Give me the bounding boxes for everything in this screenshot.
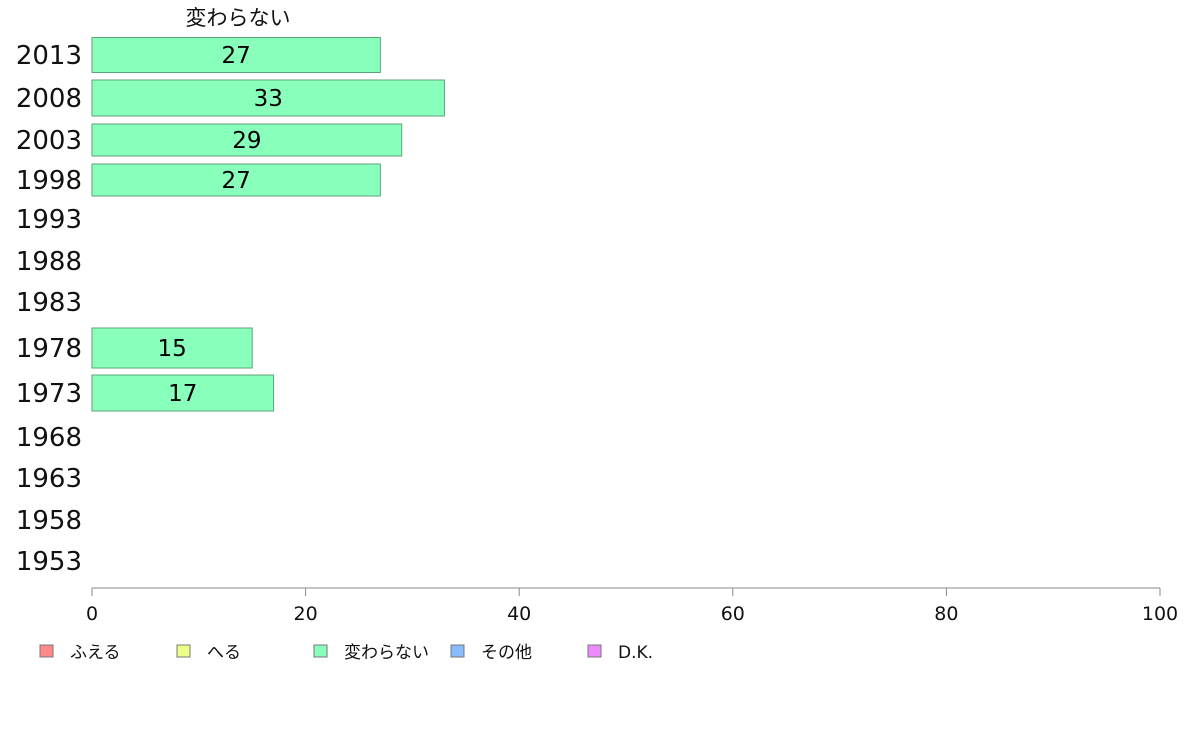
bar-2003	[91, 123, 403, 157]
legend-swatch-4	[587, 644, 602, 658]
bar-value-label-2013: 27	[222, 43, 251, 69]
x-tick-label-60: 60	[721, 603, 745, 625]
x-tick-label-100: 100	[1142, 603, 1178, 625]
year-label-1978: 1978	[16, 334, 82, 364]
legend-label-2: 変わらない	[344, 643, 429, 663]
legend-swatch-3	[450, 644, 465, 658]
year-label-2003: 2003	[16, 126, 82, 156]
chart-rows: 2013 27 2008 33 2003 29 1998 27 1993 1988 1983 1978…	[16, 37, 445, 577]
bar-value-label-2003: 29	[232, 128, 261, 154]
legend-swatch-0	[39, 644, 54, 658]
year-label-1963: 1963	[16, 464, 82, 494]
legend-label-1: へる	[207, 643, 241, 663]
x-tick-label-40: 40	[507, 603, 531, 625]
year-label-1958: 1958	[16, 506, 82, 536]
year-label-1993: 1993	[16, 205, 82, 235]
bar-2008	[91, 79, 445, 117]
bar-1973	[91, 374, 275, 412]
year-label-1968: 1968	[16, 423, 82, 453]
x-axis: 0 20 40 60 80 100	[86, 587, 1178, 625]
year-label-1983: 1983	[16, 288, 82, 318]
year-label-2013: 2013	[16, 41, 82, 71]
year-label-1953: 1953	[16, 547, 82, 577]
year-label-1998: 1998	[16, 166, 82, 196]
legend-label-0: ふえる	[70, 643, 121, 663]
bar-value-label-1998: 27	[222, 168, 251, 194]
legend-swatch-2	[313, 644, 328, 658]
year-label-1988: 1988	[16, 247, 82, 277]
bar-value-label-2008: 33	[254, 86, 283, 112]
x-tick-label-80: 80	[934, 603, 958, 625]
bar-1978	[91, 327, 253, 369]
legend: ふえる へる 変わらない その他 D.K.	[39, 643, 653, 663]
bar-2013	[91, 37, 381, 73]
year-label-2008: 2008	[16, 84, 82, 114]
year-label-1973: 1973	[16, 379, 82, 409]
bar-1998	[91, 163, 381, 197]
bar-value-label-1978: 15	[157, 336, 186, 362]
legend-swatch-1	[176, 644, 191, 658]
bar-value-label-1973: 17	[168, 381, 197, 407]
chart-title: 変わらない	[186, 6, 291, 30]
legend-label-3: その他	[481, 643, 532, 663]
x-tick-label-20: 20	[294, 603, 318, 625]
x-tick-label-0: 0	[86, 603, 98, 625]
legend-label-4: D.K.	[618, 643, 653, 663]
